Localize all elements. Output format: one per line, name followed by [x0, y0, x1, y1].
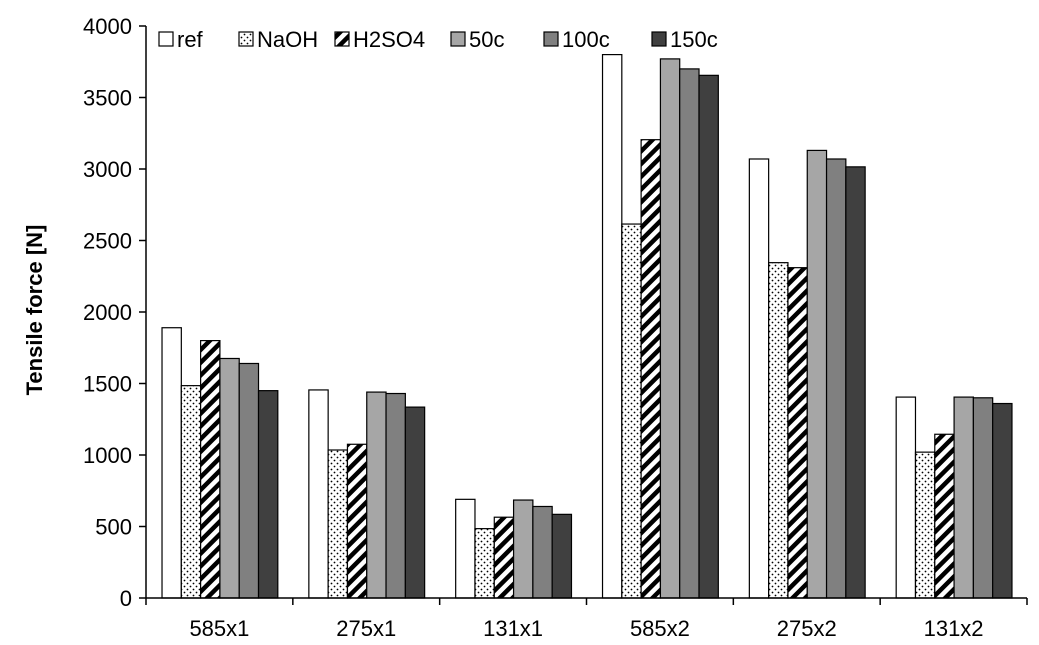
bar-150c-585x1	[259, 391, 278, 598]
bar-H2SO4-585x1	[201, 341, 220, 598]
bar-150c-275x2	[846, 167, 865, 598]
bar-150c-131x2	[993, 404, 1012, 598]
legend-label-NaOH: NaOH	[257, 27, 318, 52]
bar-NaOH-585x2	[622, 224, 641, 598]
bar-100c-131x2	[973, 398, 992, 598]
bar-50c-275x2	[807, 150, 826, 598]
bar-100c-131x1	[533, 506, 552, 598]
bar-H2SO4-275x1	[347, 444, 366, 598]
y-tick-label: 1500	[83, 372, 132, 397]
bar-H2SO4-585x2	[641, 140, 660, 598]
y-tick-label: 3500	[83, 86, 132, 111]
legend-label-50c: 50c	[469, 27, 504, 52]
legend-swatch-NaOH	[239, 32, 253, 46]
bar-50c-585x2	[660, 59, 679, 598]
legend-swatch-150c	[652, 32, 666, 46]
bar-100c-275x1	[386, 394, 405, 598]
bar-ref-131x2	[896, 397, 915, 598]
legend-label-150c: 150c	[670, 27, 718, 52]
bar-NaOH-131x1	[475, 529, 494, 598]
bar-ref-131x1	[456, 499, 475, 598]
y-tick-label: 500	[95, 515, 132, 540]
bar-NaOH-585x1	[181, 386, 200, 598]
x-tick-label: 131x2	[924, 616, 984, 641]
x-tick-label: 275x1	[336, 616, 396, 641]
x-tick-label: 585x2	[630, 616, 690, 641]
bar-50c-131x1	[514, 500, 533, 598]
legend-label-H2SO4: H2SO4	[353, 27, 425, 52]
y-tick-label: 2500	[83, 229, 132, 254]
bar-ref-275x1	[309, 390, 328, 598]
y-tick-label: 4000	[83, 14, 132, 39]
x-tick-label: 585x1	[189, 616, 249, 641]
bar-ref-585x2	[603, 55, 622, 598]
bar-H2SO4-275x2	[788, 268, 807, 598]
y-axis-title: Tensile force [N]	[22, 225, 47, 396]
bar-100c-585x2	[680, 69, 699, 598]
bar-NaOH-275x2	[769, 263, 788, 598]
bar-H2SO4-131x2	[935, 434, 954, 598]
bar-50c-585x1	[220, 358, 239, 598]
x-tick-label: 275x2	[777, 616, 837, 641]
legend: ref NaOH H2SO4 50c 100c 150c	[159, 27, 718, 52]
y-tick-label: 3000	[83, 157, 132, 182]
bar-150c-585x2	[699, 75, 718, 598]
bar-ref-585x1	[162, 328, 181, 598]
bar-100c-585x1	[239, 363, 258, 598]
bar-150c-275x1	[405, 407, 424, 598]
y-tick-label: 2000	[83, 300, 132, 325]
bar-50c-131x2	[954, 397, 973, 598]
legend-swatch-ref	[159, 32, 173, 46]
bar-H2SO4-131x1	[494, 517, 513, 598]
y-tick-label: 1000	[83, 443, 132, 468]
bar-100c-275x2	[827, 159, 846, 598]
y-tick-label: 0	[120, 586, 132, 611]
bar-ref-275x2	[749, 159, 768, 598]
legend-swatch-50c	[451, 32, 465, 46]
legend-label-100c: 100c	[562, 27, 610, 52]
bar-NaOH-131x2	[915, 452, 934, 598]
bar-150c-131x1	[552, 514, 571, 598]
bar-50c-275x1	[367, 392, 386, 598]
legend-label-ref: ref	[177, 27, 204, 52]
legend-swatch-H2SO4	[335, 32, 349, 46]
legend-swatch-100c	[544, 32, 558, 46]
bar-NaOH-275x1	[328, 450, 347, 598]
x-tick-label: 131x1	[483, 616, 543, 641]
plot-area: 0 500 1000 1500 2000 2500 3000 3500 4000 585x1 275…	[83, 14, 1027, 641]
